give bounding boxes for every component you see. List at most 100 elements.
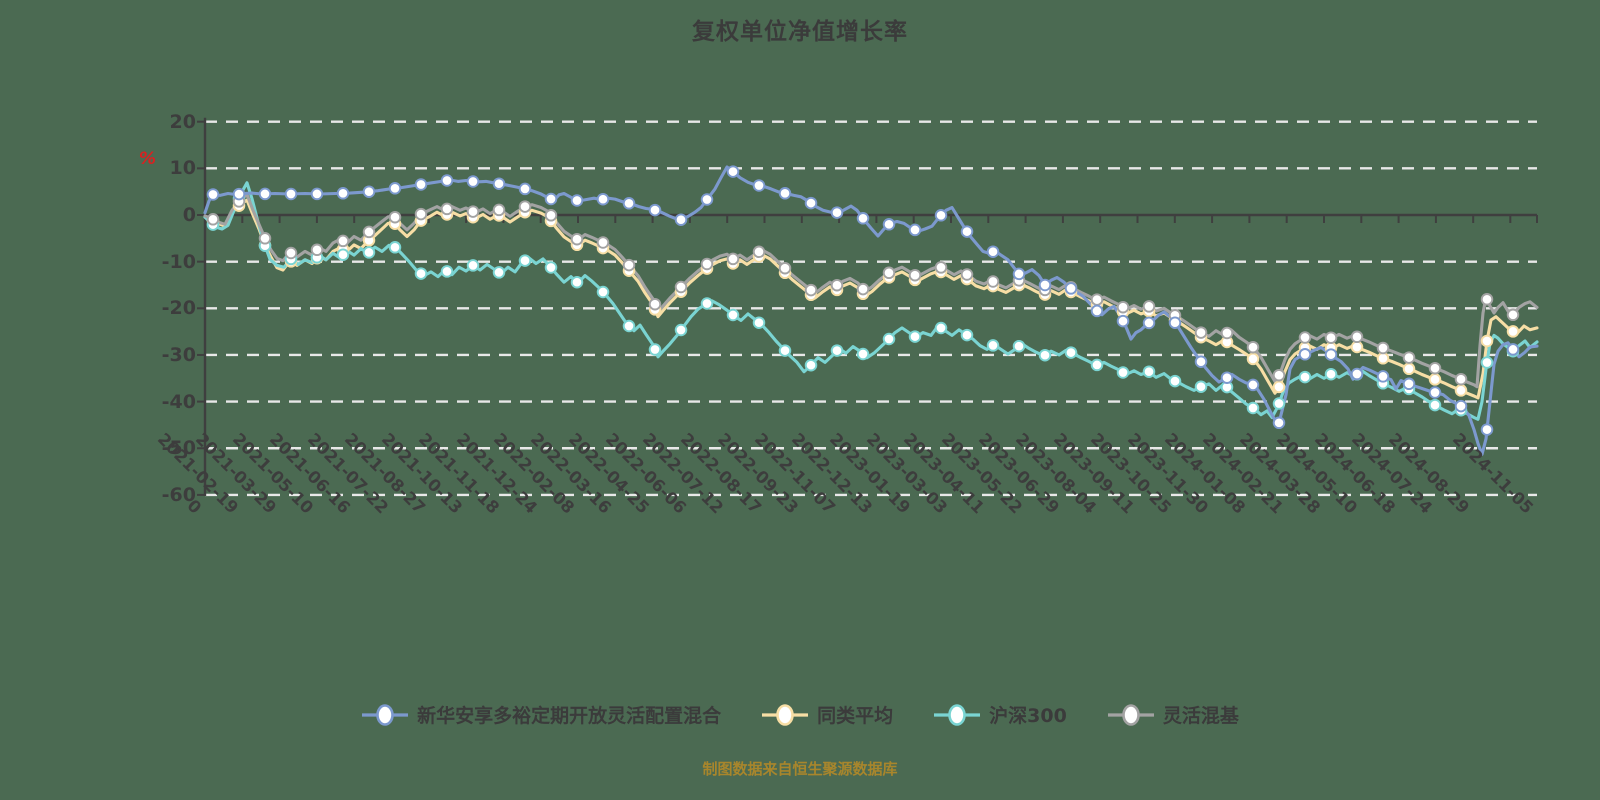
series-marker-2 bbox=[1090, 293, 1104, 306]
y-axis-label: -20 bbox=[161, 297, 196, 320]
series-marker-3 bbox=[1480, 423, 1494, 436]
y-axis-label: -50 bbox=[161, 437, 196, 460]
series-marker-2 bbox=[1220, 326, 1234, 340]
series-marker-3 bbox=[622, 197, 636, 210]
series-marker-3 bbox=[492, 177, 506, 190]
series-marker-2 bbox=[596, 236, 610, 249]
legend-label: 同类平均 bbox=[817, 705, 894, 727]
series-marker-1 bbox=[1090, 358, 1104, 372]
series-marker-3 bbox=[674, 213, 688, 226]
legend-label: 新华安享多裕定期开放灵活配置混合 bbox=[417, 705, 722, 727]
series-marker-1 bbox=[596, 285, 610, 299]
series-marker-1 bbox=[960, 328, 974, 342]
series-marker-2 bbox=[1246, 340, 1260, 354]
series-marker-2 bbox=[648, 297, 662, 311]
series-marker-0 bbox=[1402, 362, 1416, 376]
series-marker-1 bbox=[778, 344, 792, 357]
series-marker-2 bbox=[1480, 293, 1494, 306]
series-marker-1 bbox=[674, 323, 688, 337]
series-marker-3 bbox=[1038, 278, 1052, 292]
series-marker-3 bbox=[440, 174, 454, 187]
series-marker-3 bbox=[1428, 386, 1442, 399]
series-marker-1 bbox=[1428, 398, 1442, 412]
series-marker-1 bbox=[1168, 374, 1182, 388]
series-marker-2 bbox=[1194, 326, 1208, 339]
series-marker-1 bbox=[934, 321, 948, 335]
series-marker-0 bbox=[1428, 373, 1442, 386]
legend-label: 灵活混基 bbox=[1162, 705, 1239, 727]
series-marker-2 bbox=[960, 268, 974, 281]
y-axis-label: -10 bbox=[161, 250, 196, 273]
series-marker-3 bbox=[1272, 416, 1286, 430]
series-marker-3 bbox=[596, 192, 610, 206]
series-marker-1 bbox=[440, 265, 454, 278]
series-marker-3 bbox=[1402, 377, 1416, 391]
series-marker-2 bbox=[986, 275, 1000, 288]
series-marker-1 bbox=[1194, 380, 1208, 393]
series-marker-2 bbox=[1298, 331, 1312, 344]
series-marker-3 bbox=[388, 182, 402, 195]
series-marker-3 bbox=[700, 193, 714, 206]
legend-item[interactable]: 沪深300 bbox=[933, 701, 1067, 728]
series-marker-2 bbox=[206, 213, 220, 226]
series-marker-2 bbox=[1454, 372, 1468, 386]
series-marker-2 bbox=[1428, 361, 1442, 375]
y-axis-unit-label: % bbox=[139, 149, 157, 169]
series-marker-2 bbox=[1324, 331, 1338, 344]
series-marker-3 bbox=[1142, 316, 1156, 330]
series-line-1 bbox=[203, 181, 1539, 421]
series-marker-3 bbox=[752, 179, 766, 192]
series-marker-1 bbox=[804, 358, 818, 372]
series-marker-3 bbox=[934, 209, 948, 222]
series-marker-2 bbox=[362, 225, 376, 239]
series-marker-2 bbox=[258, 232, 272, 245]
series-marker-1 bbox=[1246, 401, 1260, 415]
y-axis-label: -40 bbox=[161, 390, 196, 413]
series-marker-1 bbox=[1480, 356, 1494, 369]
chart-legend: 新华安享多裕定期开放灵活配置混合 同类平均 沪深300 灵活混基 bbox=[0, 701, 1600, 728]
series-marker-2 bbox=[1350, 330, 1364, 344]
series-marker-2 bbox=[778, 261, 792, 275]
series-marker-3 bbox=[882, 218, 896, 231]
series-marker-3 bbox=[284, 187, 298, 201]
y-axis-label: 10 bbox=[169, 157, 196, 180]
series-marker-2 bbox=[284, 246, 298, 260]
series-marker-3 bbox=[1220, 371, 1234, 384]
legend-item[interactable]: 新华安享多裕定期开放灵活配置混合 bbox=[361, 701, 721, 728]
series-marker-3 bbox=[726, 165, 740, 178]
series-marker-1 bbox=[726, 308, 740, 322]
series-marker-3 bbox=[1090, 304, 1104, 318]
series-marker-3 bbox=[1376, 370, 1390, 383]
series-marker-0 bbox=[1350, 340, 1364, 354]
series-marker-3 bbox=[986, 245, 1000, 258]
legend-line-marker-icon bbox=[1107, 703, 1154, 726]
series-marker-3 bbox=[1194, 355, 1208, 368]
series-marker-2 bbox=[440, 202, 454, 216]
series-marker-3 bbox=[1064, 282, 1078, 295]
series-marker-1 bbox=[856, 347, 870, 361]
legend-label: 沪深300 bbox=[989, 705, 1067, 727]
y-axis-label: -30 bbox=[161, 343, 196, 366]
series-marker-2 bbox=[908, 268, 922, 282]
legend-item[interactable]: 同类平均 bbox=[761, 701, 893, 728]
series-marker-1 bbox=[1012, 339, 1026, 353]
series-marker-2 bbox=[570, 232, 584, 246]
series-marker-2 bbox=[882, 266, 896, 280]
series-marker-1 bbox=[388, 241, 402, 254]
series-marker-2 bbox=[518, 200, 532, 213]
series-marker-0 bbox=[1454, 384, 1468, 397]
series-marker-3 bbox=[232, 187, 246, 201]
series-marker-2 bbox=[856, 282, 870, 296]
legend-item[interactable]: 灵活混基 bbox=[1107, 701, 1239, 728]
series-marker-3 bbox=[804, 196, 818, 210]
chart-title: 复权单位净值增长率 bbox=[692, 19, 908, 45]
series-marker-2 bbox=[1376, 341, 1390, 355]
series-marker-1 bbox=[1142, 365, 1156, 378]
series-marker-1 bbox=[1324, 367, 1338, 381]
series-marker-3 bbox=[1012, 267, 1026, 281]
series-marker-0 bbox=[1506, 325, 1520, 338]
series-marker-3 bbox=[206, 188, 220, 201]
series-marker-2 bbox=[1272, 368, 1286, 382]
series-marker-3 bbox=[648, 203, 662, 217]
